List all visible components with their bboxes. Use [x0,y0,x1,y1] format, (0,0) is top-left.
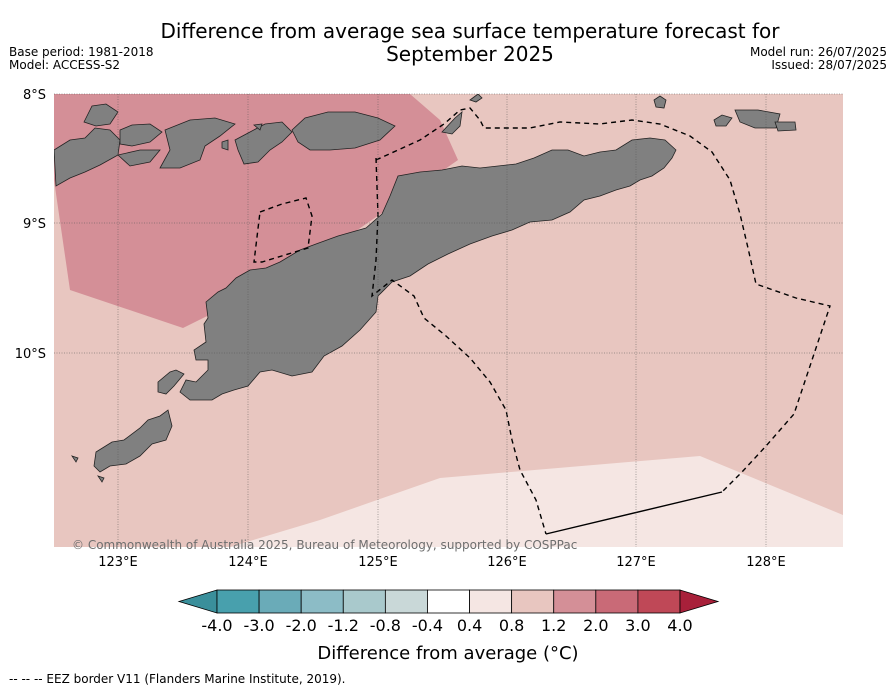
lon-label-124e: 124°E [228,555,268,570]
eez-border-east [375,107,831,493]
colorbar-segment [637,589,681,614]
base-period: Base period: 1981-2018 [9,45,154,59]
lat-label-10s: 10°S [15,347,46,362]
colorbar-tick-label: -3.0 [243,616,274,635]
colorbar-segment [300,589,344,614]
island-wetar-west [441,111,463,135]
island-solor [159,117,236,169]
colorbar-tick-label: 4.0 [667,616,692,635]
colorbar-tick-label: -4.0 [201,616,232,635]
lat-label-8s: 8°S [23,88,46,103]
eez-border-solid [545,491,723,535]
island-kisar [713,114,733,127]
colorbar-segment [216,589,260,614]
colorbar-label: Difference from average (°C) [317,643,579,664]
lat-label-9s: 9°S [23,217,46,232]
island-flores [54,127,121,187]
colorbar-tick-label: 0.4 [457,616,482,635]
eez-border-enclave [253,197,313,263]
island-lembata [117,149,161,167]
colorbar-tick-label: 1.2 [541,616,566,635]
island-alor [291,111,396,151]
colorbar-segment [342,589,386,614]
island-dao [97,475,105,483]
colorbar [177,589,720,614]
island-tiny-1 [253,123,263,131]
colorbar-tick-label: -2.0 [286,616,317,635]
lon-label-127e: 127°E [616,555,656,570]
colorbar-tick-label: 2.0 [583,616,608,635]
eez-border-north [371,157,547,535]
lon-label-128e: 128°E [746,555,786,570]
meta-right: Model run: 26/07/2025 Issued: 28/07/2025 [750,46,887,72]
lon-label-125e: 125°E [358,555,398,570]
island-small-1 [469,94,483,103]
colorbar-segment [258,589,302,614]
colorbar-segment [511,589,555,614]
island-ndao [71,455,79,463]
gridlines [54,93,843,547]
island-pantar [119,123,163,147]
title-line-2: September 2025 [386,42,554,66]
island-moa [774,121,797,132]
colorbar-extend-low [177,589,218,614]
colorbar-segment [553,589,597,614]
island-timor [179,137,677,401]
colorbar-extend-high [679,589,720,614]
meta-left: Base period: 1981-2018 Model: ACCESS-S2 [9,46,154,72]
title-line-1: Difference from average sea surface temp… [160,19,780,43]
colorbar-tick-label: -0.8 [370,616,401,635]
island-tiny-2 [221,139,229,151]
map-title: Difference from average sea surface temp… [120,20,820,66]
island-rote [93,409,173,473]
copyright-notice: © Commonwealth of Australia 2025, Bureau… [72,538,578,552]
model-name: Model: ACCESS-S2 [9,58,121,72]
eez-border [253,107,831,535]
colorbar-segment [384,589,428,614]
model-run: Model run: 26/07/2025 [749,45,887,59]
island-small-2 [653,95,667,109]
colorbar-tick-label: -0.4 [412,616,443,635]
colorbar-segment [427,589,470,614]
eez-note: -- -- -- EEZ border V11 (Flanders Marine… [9,672,346,686]
lon-label-123e: 123°E [98,555,138,570]
colorbar-tick-label: -1.2 [328,616,359,635]
colorbar-tick-label: 0.8 [499,616,524,635]
island-semau [157,369,185,395]
colorbar-ticks: -4.0 -3.0 -2.0 -1.2 -0.8 -0.4 0.4 0.8 1.2 2.0 3.0 4… [201,616,692,635]
colorbar-segment [469,589,513,614]
lon-label-126e: 126°E [487,555,527,570]
colorbar-tick-label: 3.0 [625,616,650,635]
issued-date: Issued: 28/07/2025 [771,58,887,72]
island-leti [734,109,781,129]
colorbar-segment [595,589,639,614]
